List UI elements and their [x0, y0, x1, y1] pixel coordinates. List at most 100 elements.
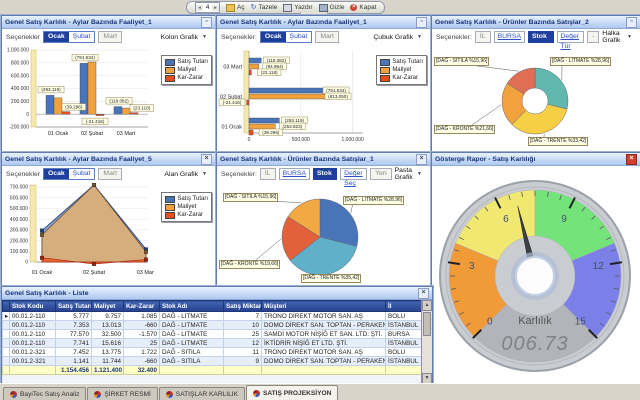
panel-monthly-hbar: Genel Satış Karlılık - Aylar Bazında Faa… [216, 15, 431, 152]
table-cell: 7.741 [55, 338, 92, 348]
svg-text:Karlılık: Karlılık [518, 315, 552, 327]
print-icon [283, 3, 293, 12]
legend-label: Kar-Zarar [177, 212, 203, 218]
table-cell: DAĞ - SITILA [159, 347, 224, 357]
table-cell: BOLU [385, 347, 423, 357]
close-button[interactable]: × Kapat [350, 4, 376, 11]
open-button[interactable]: Aç [226, 3, 245, 12]
panel-controls: Seçenekler: İL BURSA Stok Adı Değer Tür … [432, 29, 640, 50]
row-selector [2, 338, 10, 348]
chart-legend: Satış Tutarı Maliyet Kar-Zarar [376, 55, 427, 85]
table-row[interactable]: 00.01.2-321 1.141 11.744 -660 DAĞ - SITILA 9 D… [2, 356, 423, 366]
month-button-subat[interactable]: Şubat [285, 32, 312, 42]
table-cell: TRONO DİREKT MOTOR SAN. AŞ [261, 347, 386, 357]
pie-chart-canvas [250, 198, 359, 276]
scrollbar-thumb[interactable] [423, 312, 431, 336]
main-toolbar: ◂ 4 ▸ Aç ↻ Tazele Yazdır Gizle × [186, 1, 386, 14]
svg-text:006.73: 006.73 [501, 333, 568, 355]
column-header[interactable]: Maliyet [91, 300, 124, 312]
svg-text:(253.823): (253.823) [282, 124, 302, 129]
column-header[interactable]: Satış Miktarı [223, 300, 262, 312]
table-cell: 1.141 [55, 356, 92, 366]
panel-title: Genel Satış Karlılık - Ürünler Bazında S… [220, 155, 374, 163]
table-row[interactable]: 00.01.2-321 7.452 13.775 1.722 DAĞ - SITILA 1… [2, 347, 423, 357]
month-button-mart[interactable]: Mart [98, 31, 123, 43]
svg-text:300.000: 300.000 [10, 228, 28, 234]
dash-button[interactable]: - [587, 31, 600, 43]
options-label: Seçenekler: [221, 170, 257, 178]
maximize-icon[interactable]: ▫ [626, 16, 637, 28]
month-button-ocak[interactable]: Ocak [260, 32, 286, 42]
column-header[interactable]: Kar-Zarar [123, 300, 160, 312]
sheet-tab[interactable]: SATIŞ PROJEKSİYON [245, 385, 339, 400]
maximize-icon[interactable]: ▫ [416, 16, 427, 28]
table-cell: BURSA [385, 329, 423, 339]
column-header[interactable]: İl [385, 300, 423, 312]
yeri-button[interactable]: Yeri [370, 168, 392, 180]
pie-slice-label: [DAĞ - TRENTE %33,42] [528, 137, 589, 146]
table-vertical-scrollbar[interactable]: ▲ ▼ [421, 300, 432, 384]
stok-adi-button[interactable]: Stok Adı [528, 31, 554, 50]
panel-titlebar: Genel Satış Karlılık - Ürünler Bazında S… [217, 153, 430, 166]
svg-text:1.000.000: 1.000.000 [342, 137, 364, 143]
close-window-icon[interactable]: × [201, 153, 212, 165]
column-header[interactable]: Müşteri [261, 300, 386, 312]
panel-controls: Seçenekler Ocak Şubat Mart Kolon Grafik … [2, 29, 215, 45]
chart-type-dropdown[interactable]: Çubuk Grafik ▼ [373, 34, 426, 41]
month-button-subat[interactable]: Şubat [68, 169, 95, 179]
chart-type-dropdown[interactable]: Halka Grafik ▼ [602, 30, 636, 44]
month-button-subat[interactable]: Şubat [68, 32, 95, 42]
maximize-icon[interactable]: ▫ [201, 16, 212, 28]
spinner-left-icon[interactable]: ◂ [196, 4, 203, 11]
month-button-mart[interactable]: Mart [315, 31, 339, 43]
table-row[interactable]: 00.01.2-110 7.741 15.616 25 DAĞ - LITMATE 12 İ… [2, 338, 423, 348]
table-cell: 11 [223, 347, 262, 357]
total-cell [223, 365, 262, 375]
svg-text:(-21.416): (-21.416) [86, 119, 105, 124]
legend-label: Satış Tutarı [392, 59, 423, 65]
refresh-button[interactable]: ↻ Tazele [250, 3, 278, 12]
close-window-icon[interactable]: × [416, 153, 427, 165]
bursa-link[interactable]: BURSA [278, 168, 310, 180]
area-chart-area: 700.000 600.000 500.000 400.000 300.000 200.0… [2, 182, 215, 283]
stok-adi-button[interactable]: Stok Adı [313, 168, 338, 187]
chart-type-dropdown[interactable]: Kolon Grafik ▼ [161, 34, 211, 41]
month-button-ocak[interactable]: Ocak [44, 169, 69, 179]
sheet-tab[interactable]: SATIŞLAR KARLILIK [158, 387, 245, 400]
scroll-up-icon[interactable]: ▲ [422, 300, 432, 311]
bursa-link[interactable]: BURSA [493, 31, 525, 43]
legend-label: Kar-Zarar [177, 75, 203, 81]
deger-sec-link[interactable]: Değer Seç [340, 168, 368, 187]
options-label: Seçenekler: [221, 33, 257, 41]
il-button[interactable]: İL [474, 31, 491, 43]
page-spinner[interactable]: ◂ 4 ▸ [195, 2, 220, 13]
chart-type-label: Alan Grafik [164, 170, 199, 178]
column-header[interactable]: Stok Kodu [9, 300, 56, 312]
table-row[interactable]: 00.01.2-110 7.353 13.013 -660 DAĞ - LITMATE 1… [2, 320, 423, 330]
print-button[interactable]: Yazdır [283, 3, 313, 12]
legend-swatch [165, 66, 176, 74]
close-window-icon[interactable]: × [418, 287, 429, 299]
deger-tur-link[interactable]: Değer Tür [556, 31, 585, 50]
refresh-icon: ↻ [250, 3, 257, 11]
column-header[interactable]: Stok Adı [159, 300, 224, 312]
column-header[interactable]: Satış Tutarı [55, 300, 92, 312]
table-cell: 00.01.2-110 [9, 311, 56, 321]
top-strip: ◂ 4 ▸ Aç ↻ Tazele Yazdır Gizle × [0, 0, 640, 19]
table-row[interactable]: 00.01.2-110 77.570 32.500 -1.570 DAĞ - LITMA… [2, 329, 423, 339]
panel-controls: Seçenekler Ocak Şubat Mart Alan Grafik ▼ [2, 166, 215, 182]
hide-button[interactable]: Gizle [318, 3, 344, 12]
sheet-tab[interactable]: ŞİRKET RESMİ [87, 387, 158, 400]
sheet-tab[interactable]: BayiTec Satış Analiz [3, 387, 87, 400]
open-label: Aç [237, 4, 245, 11]
chart-type-dropdown[interactable]: Alan Grafik ▼ [164, 171, 211, 178]
spinner-right-icon[interactable]: ▸ [212, 4, 219, 11]
table-row[interactable]: ▸ 00.01.2-110 5.777 9.757 1.085 DAĞ - LITMATE… [2, 311, 423, 321]
month-button-ocak[interactable]: Ocak [44, 32, 69, 42]
il-button[interactable]: İL [259, 168, 276, 180]
table-cell: 13.775 [91, 347, 124, 357]
total-cell: 1.154.456 [55, 365, 92, 375]
close-window-icon[interactable]: × [626, 153, 637, 165]
month-button-mart[interactable]: Mart [98, 168, 123, 180]
chart-type-dropdown[interactable]: Pasta Grafik ▼ [395, 167, 426, 181]
